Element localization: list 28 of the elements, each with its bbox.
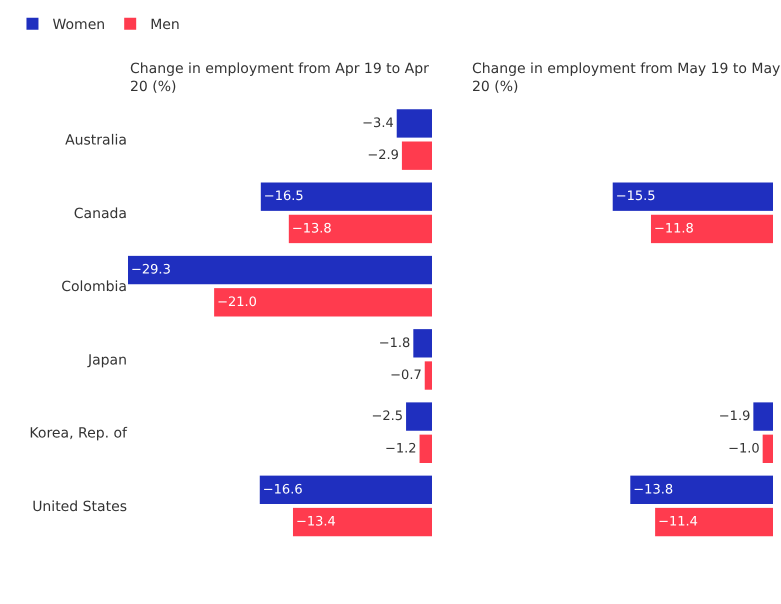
data-label: −1.9 [718, 409, 750, 424]
chart-title: Change in employment from May 19 to May 20 (%) [472, 61, 780, 96]
data-label: −1.2 [384, 441, 417, 456]
data-label: −11.8 [654, 221, 694, 236]
data-label: −2.5 [371, 409, 404, 424]
data-label: −11.4 [658, 514, 698, 530]
y-tick-label: Korea, Rep. of [29, 426, 128, 442]
data-label: −1.0 [728, 441, 760, 456]
y-tick-label: Japan [86, 352, 127, 368]
data-label: −13.4 [296, 514, 336, 530]
data-label: −21.0 [217, 294, 257, 310]
data-label: −0.7 [390, 368, 422, 384]
data-label: −1.8 [378, 336, 410, 351]
data-label: −16.6 [262, 482, 303, 498]
data-label: −13.8 [292, 221, 332, 236]
y-tick-label: Colombia [61, 279, 127, 296]
legend-label: Women [52, 17, 106, 34]
chart-title: Change in employment from Apr 19 to Apr 20 (%) [130, 61, 430, 96]
legend-label: Men [150, 17, 180, 34]
y-tick-label: Canada [74, 206, 127, 222]
data-label: −15.5 [616, 189, 656, 204]
data-label: −16.5 [264, 189, 304, 204]
data-label: −3.4 [362, 116, 394, 131]
data-label: −2.9 [367, 148, 399, 164]
y-tick-label: United States [32, 498, 127, 515]
y-tick-label: Australia [65, 132, 127, 148]
data-label: −29.3 [131, 262, 171, 278]
data-label: −13.8 [633, 482, 674, 498]
